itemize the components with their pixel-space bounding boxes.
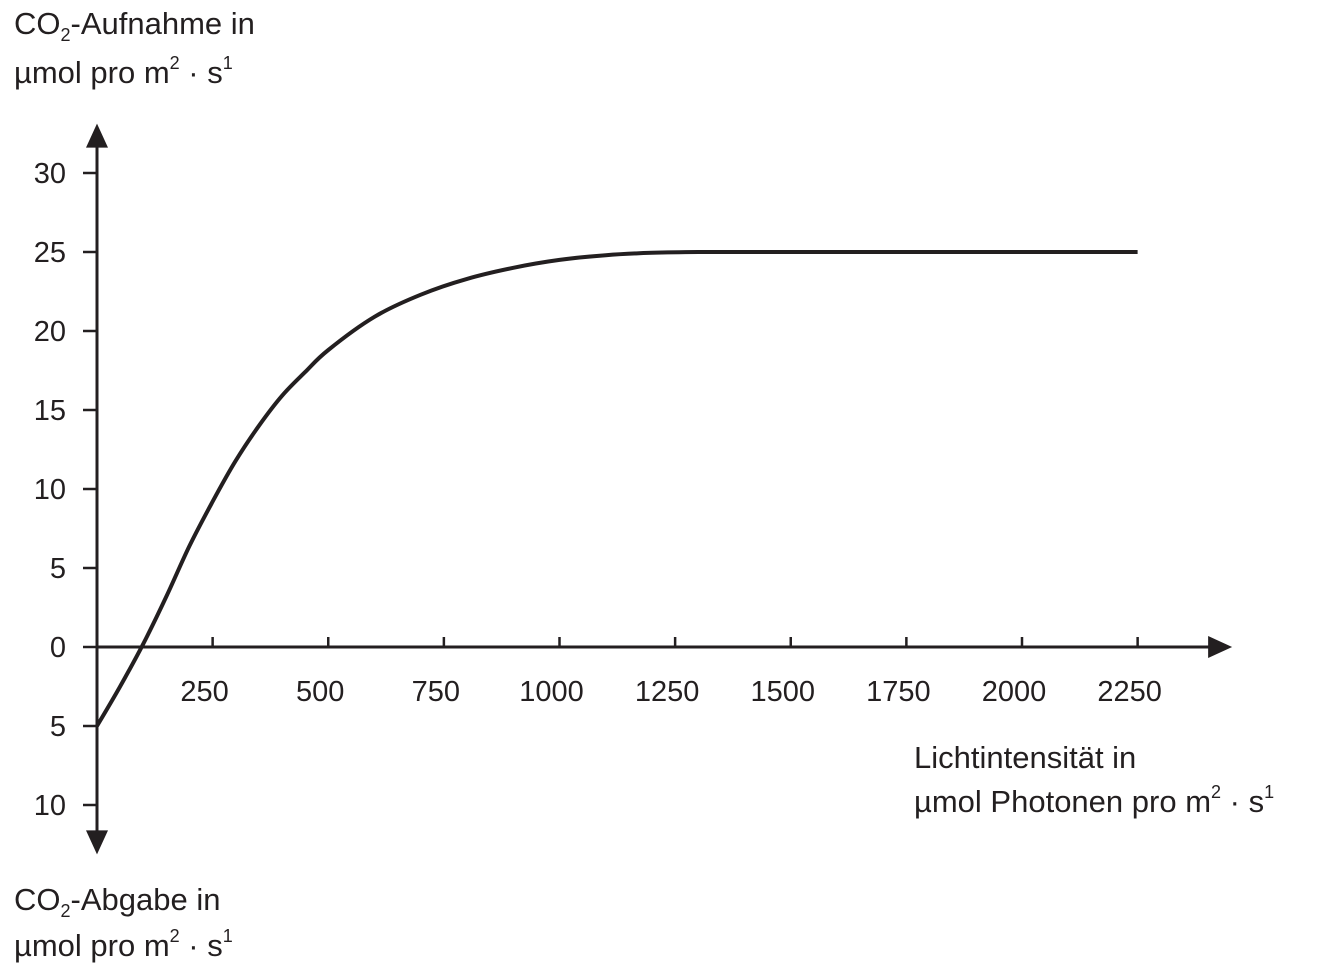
y-axis-arrow-down — [86, 830, 108, 855]
x-tick-label: 250 — [180, 676, 228, 708]
y-tick-label: 5 — [50, 711, 66, 743]
x-axis-arrow — [1208, 636, 1233, 658]
y-tick-label: 0 — [50, 632, 66, 664]
y-tick-label: 5 — [50, 553, 66, 585]
x-tick-label: 1750 — [866, 676, 931, 708]
y-tick-label: 15 — [34, 395, 66, 427]
series-line — [95, 249, 1138, 728]
y-tick-label: 25 — [34, 237, 66, 269]
x-ticks: 250 500 750 1000 1250 1500 1750 2000 2250 — [180, 637, 1162, 708]
y-axis-arrow-up — [86, 123, 108, 148]
y-ticks: 30 25 20 15 10 5 0 5 10 — [34, 158, 97, 822]
x-tick-label: 500 — [296, 676, 344, 708]
y-tick-label: 30 — [34, 158, 66, 190]
x-tick-label: 1500 — [750, 676, 815, 708]
x-tick-label: 1250 — [635, 676, 700, 708]
y-tick-label: 10 — [34, 474, 66, 506]
y-axis-label-bottom: CO2-Abgabe in µmol pro m2 · s1 — [14, 882, 233, 963]
y-tick-label: 20 — [34, 316, 66, 348]
y-tick-label: 10 — [34, 790, 66, 822]
x-tick-label: 2000 — [982, 676, 1047, 708]
x-tick-label: 2250 — [1097, 676, 1162, 708]
series — [95, 249, 1138, 728]
x-axis-label: Lichtintensität in µmol Photonen pro m2 … — [914, 740, 1275, 819]
x-tick-label: 750 — [412, 676, 460, 708]
y-axis-label-top: CO2-Aufnahme in µmol pro m2 · s1 — [14, 6, 255, 90]
x-tick-label: 1000 — [519, 676, 584, 708]
